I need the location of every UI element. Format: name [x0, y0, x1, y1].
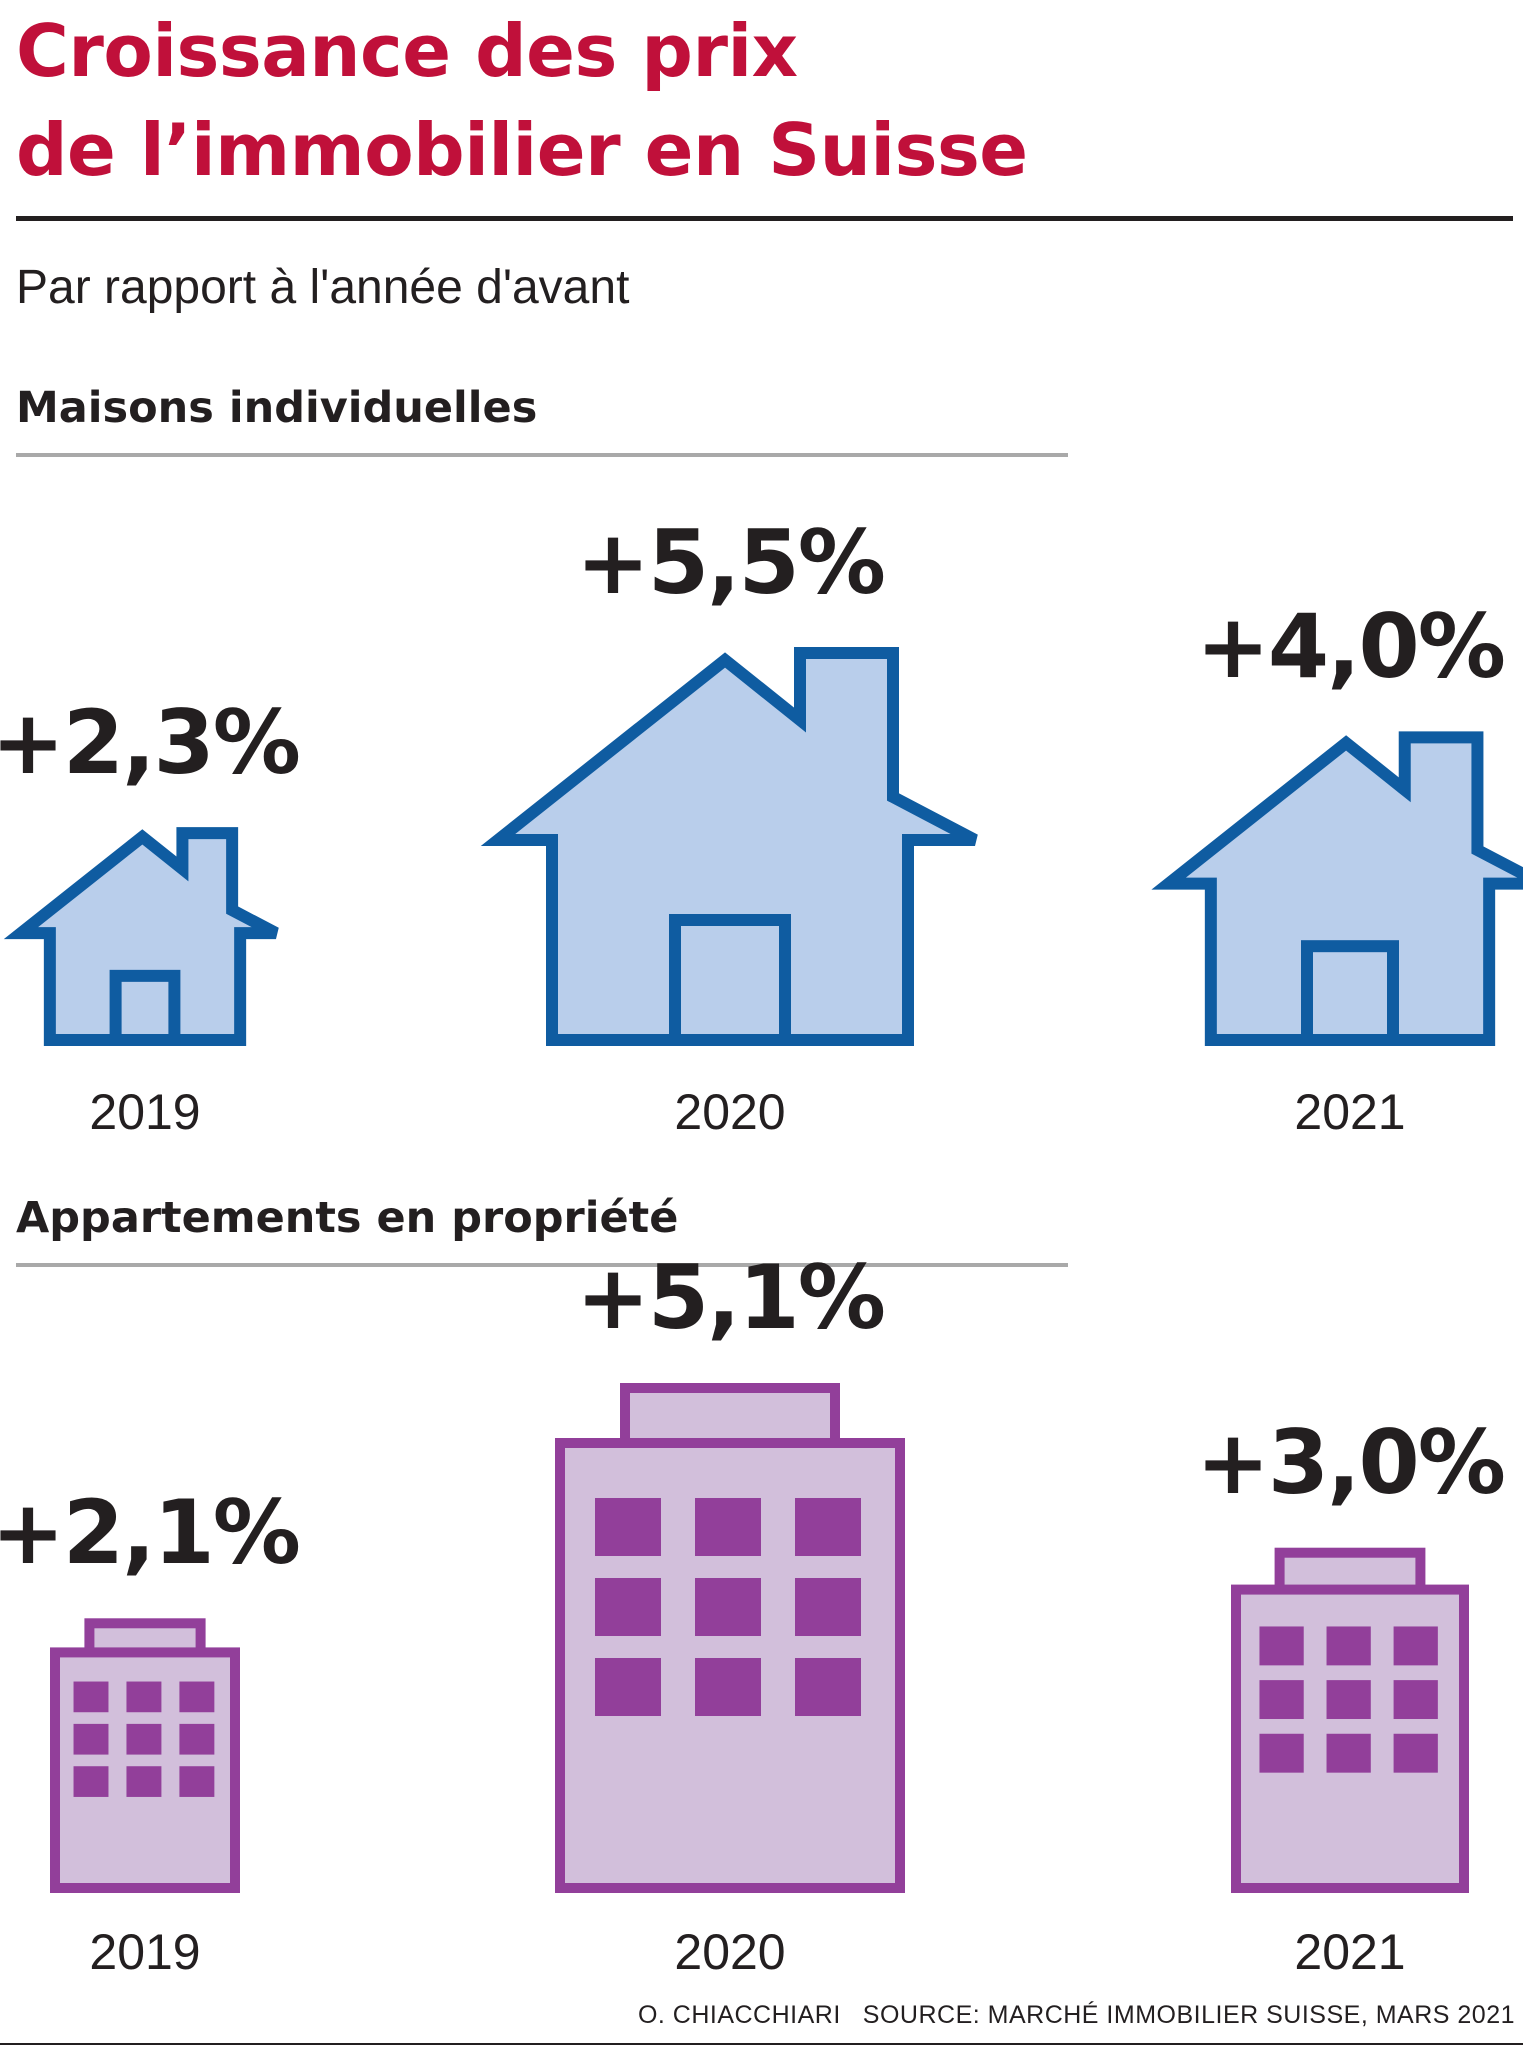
building-icon-2019 [49, 1618, 241, 1894]
building-icon-2020-window-2-3 [795, 1578, 861, 1636]
building-icon-2021-window-3-2 [1326, 1733, 1371, 1773]
apartment-value-2019: +2,1% [0, 1481, 301, 1585]
chart-title-line-2: de l’immobilier en Suisse [16, 108, 1028, 192]
house-icon-2020 [480, 647, 978, 1046]
building-icon-2020-window-3-1 [595, 1658, 661, 1716]
footer-source: SOURCE: MARCHÉ IMMOBILIER SUISSE, MARS 2… [862, 2001, 1515, 2029]
house-icon-2020-body [480, 647, 978, 1046]
building-icon-2019-window-1-1 [73, 1681, 109, 1713]
building-icon-2021 [1230, 1547, 1470, 1894]
building-icon-2020 [555, 1383, 905, 1893]
building-icon-2021-window-3-1 [1259, 1733, 1304, 1773]
building-icon-2019-window-1-2 [126, 1681, 162, 1713]
chart-title-line-1: Croissance des prix [16, 9, 798, 93]
apartment-value-2021: +3,0% [1196, 1410, 1506, 1514]
chart-footer: O. CHIACCHIARI SOURCE: MARCHÉ IMMOBILIER … [638, 1998, 1515, 2032]
bottom-divider [0, 2043, 1523, 2045]
house-icon-2019-body [3, 827, 279, 1047]
building-icon-2021-window-2-3 [1393, 1680, 1438, 1720]
building-icon-2020-window-1-1 [595, 1498, 661, 1556]
apartment-year-2019: 2019 [89, 1924, 201, 1980]
section-divider-houses [16, 453, 1068, 457]
building-icon-2020-window-1-2 [695, 1498, 761, 1556]
apartment-year-2021: 2021 [1294, 1924, 1406, 1980]
house-value-2021: +4,0% [1196, 595, 1506, 699]
house-year-2019: 2019 [89, 1084, 201, 1140]
building-icon-2021-window-2-2 [1326, 1680, 1371, 1720]
section-divider-apartments [16, 1263, 1068, 1267]
building-icon-2021-window-3-3 [1393, 1733, 1438, 1773]
building-icon-2019-window-2-3 [179, 1723, 215, 1755]
building-icon-2020-window-2-1 [595, 1578, 661, 1636]
building-icon-2020-window-3-2 [695, 1658, 761, 1716]
section-title-houses: Maisons individuelles [16, 383, 538, 433]
house-year-2021: 2021 [1294, 1084, 1406, 1140]
apartment-year-2020: 2020 [674, 1924, 786, 1980]
house-icon-2021-body [1151, 731, 1523, 1046]
house-year-2020: 2020 [674, 1084, 786, 1140]
section-title-apartments: Appartements en propriété [16, 1193, 679, 1243]
building-icon-2019-window-1-3 [179, 1681, 215, 1713]
building-icon-2020-window-1-3 [795, 1498, 861, 1556]
building-icon-2021-window-1-2 [1326, 1626, 1371, 1666]
house-icon-2021-door [1301, 940, 1399, 1046]
building-icon-2021-window-2-1 [1259, 1680, 1304, 1720]
house-icon-2019 [3, 827, 279, 1047]
building-icon-2021-window-1-3 [1393, 1626, 1438, 1666]
building-icon-2019-window-3-2 [126, 1766, 162, 1797]
building-icon-2020-window-2-2 [695, 1578, 761, 1636]
building-icon-2019-window-2-1 [73, 1723, 109, 1755]
chart-title: Croissance des prix de l’immobilier en S… [16, 2, 1216, 200]
house-icon-2019-door [109, 969, 181, 1047]
building-icon-2021-window-1-1 [1259, 1626, 1304, 1666]
building-icon-2019-window-2-2 [126, 1723, 162, 1755]
house-value-2020: +5,5% [576, 511, 886, 614]
house-icon-2020-door [669, 914, 791, 1046]
house-icon-2021 [1151, 731, 1523, 1046]
title-divider [16, 216, 1513, 221]
chart-subtitle: Par rapport à l'année d'avant [16, 261, 630, 314]
building-icon-2020-window-3-3 [795, 1658, 861, 1716]
apartment-value-2020: +5,1% [576, 1246, 886, 1349]
building-icon-2019-window-3-1 [73, 1766, 109, 1797]
footer-author: O. CHIACCHIARI [637, 2001, 841, 2029]
house-value-2019: +2,3% [0, 691, 301, 795]
building-icon-2019-window-3-3 [179, 1766, 215, 1797]
